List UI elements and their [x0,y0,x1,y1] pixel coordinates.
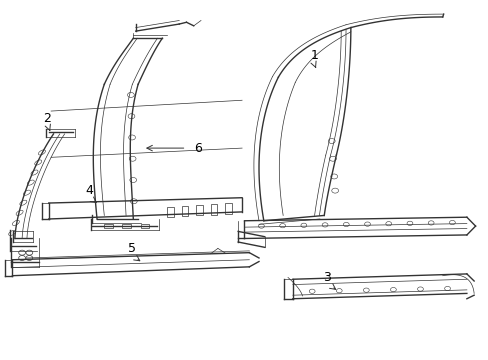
Text: 1: 1 [310,49,318,62]
Bar [122,224,131,228]
Text: 6: 6 [193,141,201,154]
Bar [224,203,231,214]
Bar [104,224,113,228]
Text: 4: 4 [85,184,93,197]
Text: 3: 3 [322,271,330,284]
Bar [196,205,203,215]
Bar [167,207,174,217]
Bar [140,224,149,228]
Text: 5: 5 [128,242,136,255]
Bar [181,206,188,216]
Text: 2: 2 [43,112,51,125]
Bar [210,204,217,215]
